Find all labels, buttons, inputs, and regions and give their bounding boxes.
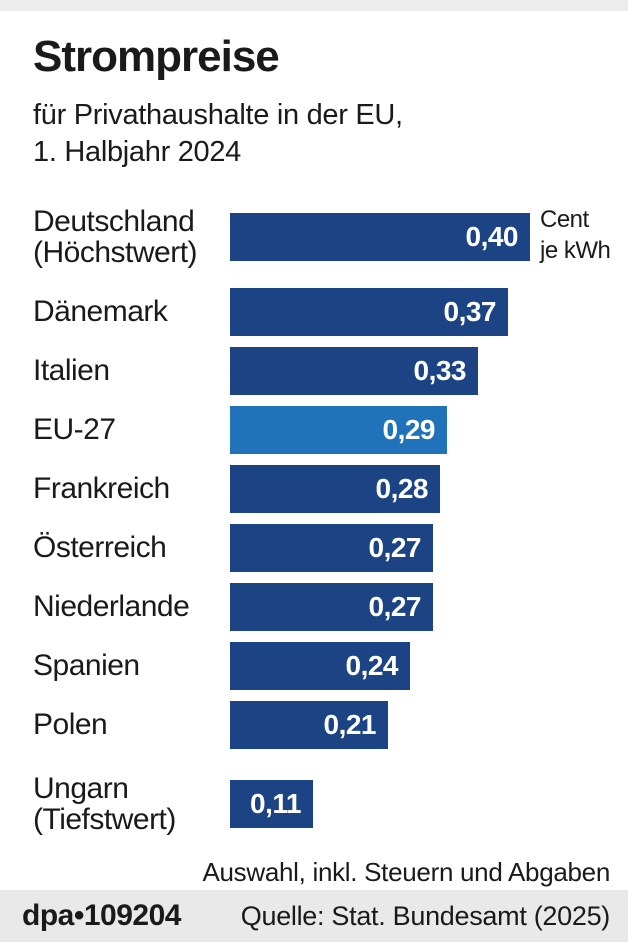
unit-label-line-1: Cent: [540, 205, 589, 233]
bar: 0,24: [230, 641, 410, 690]
bar: 0,29: [230, 405, 447, 454]
row-label: Deutschland (Höchstwert): [33, 204, 198, 269]
bar-value-label: 0,11: [250, 787, 301, 819]
bar: 0,40: [230, 212, 530, 261]
bar-value-label: 0,21: [323, 708, 377, 740]
bar-value-label: 0,27: [368, 590, 422, 622]
unit-label-line-2: je kWh: [540, 236, 611, 264]
top-strip: [0, 0, 628, 11]
chart-row: Polen 0,21: [33, 700, 628, 749]
bar-value-label: 0,33: [413, 354, 467, 386]
bar-value-label: 0,28: [375, 472, 429, 504]
row-label: Dänemark: [33, 295, 168, 329]
unit-label: Cent je kWh: [540, 204, 611, 266]
row-label: Ungarn (Tiefstwert): [33, 771, 176, 836]
chart-row: Spanien 0,24: [33, 641, 628, 690]
row-label: Polen: [33, 708, 108, 742]
subtitle-line-2: 1. Halbjahr 2024: [33, 136, 242, 169]
footer-bar: dpa • 109204 Quelle: Stat. Bundesamt (2025…: [0, 890, 628, 942]
bar: 0,27: [230, 582, 433, 631]
page-title: Strompreise: [33, 32, 280, 81]
chart-rows: Deutschland (Höchstwert) 0,40 Dänemark 0,…: [33, 206, 628, 835]
chart-row: Dänemark 0,37: [33, 287, 628, 336]
bar-chart: Deutschland (Höchstwert) 0,40 Dänemark 0,…: [0, 206, 628, 835]
chart-row: Niederlande 0,27: [33, 582, 628, 631]
chart-row: Frankreich 0,28: [33, 464, 628, 513]
chart-row: EU-27 0,29: [33, 405, 628, 454]
bar: 0,11: [230, 779, 313, 828]
bar-value-label: 0,24: [345, 649, 399, 681]
chart-row: Italien 0,33: [33, 346, 628, 395]
bar-value-label: 0,27: [368, 531, 422, 563]
bar: 0,28: [230, 464, 440, 513]
bar: 0,21: [230, 700, 388, 749]
bar-value-label: 0,29: [382, 413, 436, 445]
row-label: Frankreich: [33, 472, 170, 506]
dpa-logo: dpa: [22, 899, 74, 932]
graphic-id: 109204: [83, 899, 182, 932]
dpa-separator-dot: •: [73, 899, 85, 932]
bar: 0,27: [230, 523, 433, 572]
bar: 0,33: [230, 346, 478, 395]
chart-footnote: Auswahl, inkl. Steuern und Abgaben: [202, 856, 610, 887]
chart-row: Deutschland (Höchstwert) 0,40: [33, 206, 628, 268]
row-label: Österreich: [33, 531, 167, 565]
row-label: Italien: [33, 354, 110, 388]
row-label: EU-27: [33, 413, 116, 447]
dpa-credit: dpa • 109204: [22, 899, 181, 933]
chart-row: Ungarn (Tiefstwert) 0,11: [33, 773, 628, 835]
chart-row: Österreich 0,27: [33, 523, 628, 572]
source-credit: Quelle: Stat. Bundesamt (2025): [240, 900, 611, 931]
chart-subtitle: für Privathaushalte in der EU, 1. Halbja…: [33, 97, 610, 172]
row-label: Spanien: [33, 649, 140, 683]
bar: 0,37: [230, 287, 508, 336]
bar-value-label: 0,40: [465, 220, 519, 252]
bar-value-label: 0,37: [443, 295, 497, 327]
subtitle-line-1: für Privathaushalte in der EU,: [33, 98, 403, 131]
row-label: Niederlande: [33, 590, 190, 624]
